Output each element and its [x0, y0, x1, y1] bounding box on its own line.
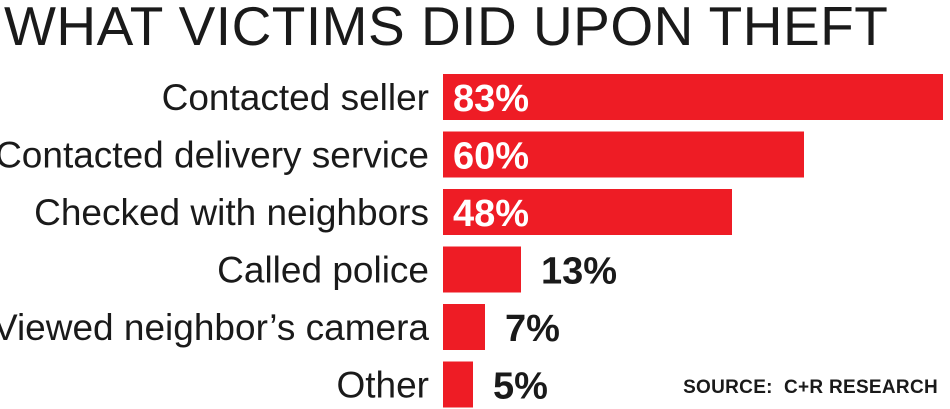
value-label: 7% — [505, 308, 560, 350]
category-label: Other — [336, 365, 429, 406]
bar — [443, 131, 804, 178]
bar — [443, 246, 521, 293]
category-label: Called police — [217, 250, 429, 291]
category-label: Viewed neighbor’s camera — [0, 307, 429, 348]
bar — [443, 304, 485, 350]
bar — [443, 74, 943, 120]
value-label: 60% — [453, 136, 529, 178]
value-label: 83% — [453, 78, 529, 120]
value-label: 48% — [453, 193, 529, 235]
value-label: 13% — [541, 251, 617, 293]
bar — [443, 361, 473, 408]
chart-title: WHAT VICTIMS DID UPON THEFT — [4, 0, 889, 57]
category-label: Contacted delivery service — [0, 135, 429, 176]
value-label: 5% — [493, 366, 548, 408]
source-note: SOURCE: C+R RESEARCH — [683, 377, 938, 398]
category-label: Contacted seller — [162, 77, 429, 118]
bar — [443, 189, 732, 235]
category-label: Checked with neighbors — [34, 192, 429, 233]
